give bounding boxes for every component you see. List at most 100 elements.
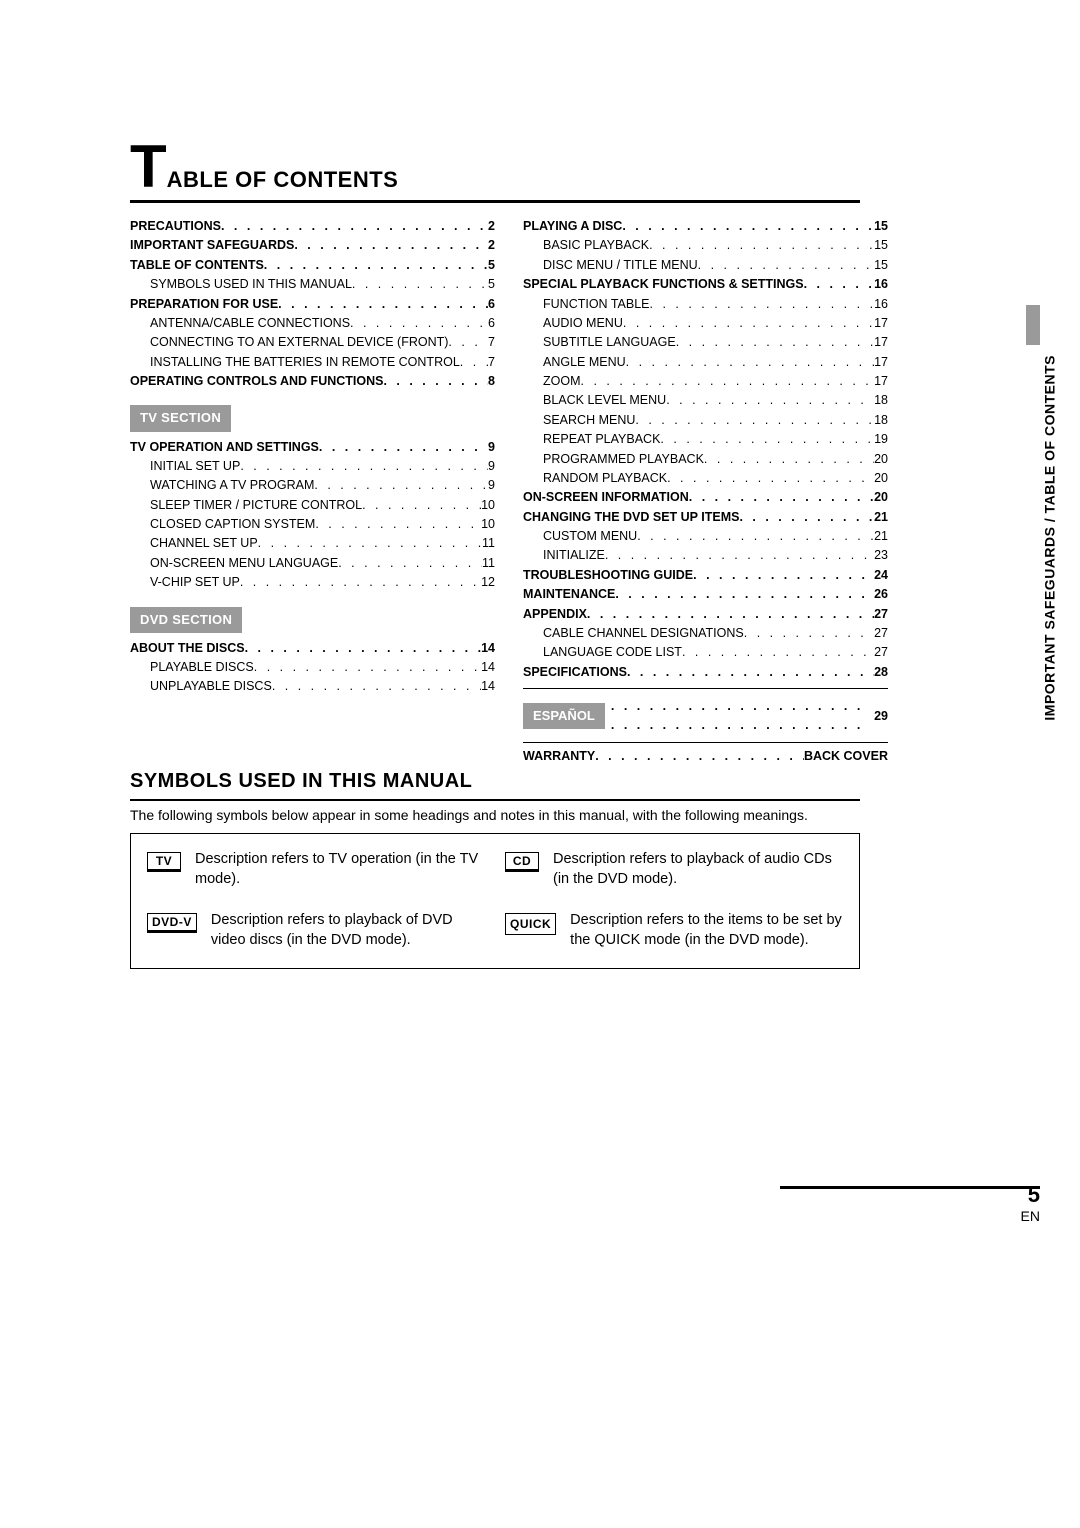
toc-dots	[660, 430, 874, 449]
toc-entry-main: OPERATING CONTROLS AND FUNCTIONS8	[130, 372, 495, 391]
toc-entry-sub: INITIAL SET UP9	[130, 457, 495, 476]
toc-separator	[523, 742, 888, 743]
toc-dots	[623, 314, 874, 333]
toc-page: 16	[874, 295, 888, 314]
toc-dots	[605, 546, 874, 565]
toc-dots	[278, 295, 488, 314]
toc-page: 20	[874, 469, 888, 488]
toc-entry-sub: SEARCH MENU 18	[523, 411, 888, 430]
toc-section-header: DVD SECTION	[130, 607, 242, 633]
toc-entry-sub: ANTENNA/CABLE CONNECTIONS6	[130, 314, 495, 333]
toc-dots	[704, 450, 874, 469]
toc-dots	[666, 391, 874, 410]
page-number-rule	[780, 1186, 1040, 1189]
toc-label: MAINTENANCE	[523, 585, 615, 604]
toc-entry-sub: LANGUAGE CODE LIST27	[523, 643, 888, 662]
toc-page: 28	[874, 663, 888, 682]
toc-page: 21	[874, 508, 888, 527]
toc-dots	[595, 747, 804, 766]
toc-entry-main: TV OPERATION AND SETTINGS9	[130, 438, 495, 457]
toc-dots	[682, 643, 874, 662]
symbol-text: Description refers to playback of audio …	[553, 850, 843, 889]
toc-entry-sub: REPEAT PLAYBACK19	[523, 430, 888, 449]
toc-entry-main: PLAYING A DISC 15	[523, 217, 888, 236]
toc-entry-main: SPECIFICATIONS28	[523, 663, 888, 682]
toc-dots	[698, 256, 874, 275]
toc-label: APPENDIX	[523, 605, 587, 624]
symbols-col: TVDescription refers to TV operation (in…	[147, 850, 485, 950]
toc-entry-sub: PLAYABLE DISCS14	[130, 658, 495, 677]
toc-entry-sub: SLEEP TIMER / PICTURE CONTROL10	[130, 496, 495, 515]
toc-dots	[294, 236, 488, 255]
toc-separator	[523, 688, 888, 689]
toc-page: 21	[874, 527, 888, 546]
toc-label: AUDIO MENU	[543, 314, 623, 333]
toc-label: ABOUT THE DISCS	[130, 639, 245, 658]
page-language: EN	[1021, 1208, 1040, 1224]
toc-label: WARRANTY	[523, 747, 595, 766]
toc-page: 18	[874, 411, 888, 430]
symbol-icon: CD	[505, 852, 539, 872]
toc-dots	[350, 314, 488, 333]
toc-page: 2	[488, 236, 495, 255]
toc-dots	[739, 508, 874, 527]
toc-label: CHANGING THE DVD SET UP ITEMS	[523, 508, 739, 527]
symbols-title: SYMBOLS USED IN THIS MANUAL	[130, 770, 860, 793]
symbols-section: SYMBOLS USED IN THIS MANUAL The followin…	[130, 770, 860, 969]
toc-dots	[676, 333, 874, 352]
toc-entry-main: APPENDIX 27	[523, 605, 888, 624]
toc-dots	[626, 353, 874, 372]
toc-page: 15	[874, 217, 888, 236]
toc-page: 14	[481, 677, 495, 696]
toc-label: SYMBOLS USED IN THIS MANUAL	[150, 275, 352, 294]
toc-page: 8	[488, 372, 495, 391]
toc-dots	[383, 372, 488, 391]
toc-dots	[622, 217, 874, 236]
toc-entry-sub: UNPLAYABLE DISCS14	[130, 677, 495, 696]
toc-dots	[240, 457, 488, 476]
toc-label: SPECIAL PLAYBACK FUNCTIONS & SETTINGS	[523, 275, 804, 294]
toc-entry-sub: BASIC PLAYBACK15	[523, 236, 888, 255]
toc-entry-main: WARRANTY BACK COVER	[523, 747, 888, 766]
toc-label: PLAYING A DISC	[523, 217, 622, 236]
symbol-text: Description refers to playback of DVD vi…	[211, 911, 485, 950]
toc-page: 29	[874, 707, 888, 726]
toc-dots	[319, 438, 488, 457]
toc-label: TROUBLESHOOTING GUIDE	[523, 566, 693, 585]
toc-dots	[221, 217, 488, 236]
toc-dots	[338, 554, 482, 573]
page-content: TABLE OF CONTENTS PRECAUTIONS2IMPORTANT …	[130, 140, 860, 766]
toc-entry-sub: WATCHING A TV PROGRAM9	[130, 476, 495, 495]
toc-entry-main: TROUBLESHOOTING GUIDE24	[523, 566, 888, 585]
toc-page: 12	[481, 573, 495, 592]
toc-section-header: ESPAÑOL	[523, 703, 605, 729]
symbol-item: TVDescription refers to TV operation (in…	[147, 850, 485, 889]
toc-page: BACK COVER	[804, 747, 888, 766]
toc-entry-sub: INITIALIZE23	[523, 546, 888, 565]
toc-dots	[264, 256, 488, 275]
toc-entry-sub: CONNECTING TO AN EXTERNAL DEVICE (FRONT)…	[130, 333, 495, 352]
toc-label: WATCHING A TV PROGRAM	[150, 476, 314, 495]
toc-label: REPEAT PLAYBACK	[543, 430, 660, 449]
toc-label: CUSTOM MENU	[543, 527, 637, 546]
symbol-text: Description refers to TV operation (in t…	[195, 850, 485, 889]
toc-label: CLOSED CAPTION SYSTEM	[150, 515, 315, 534]
toc-page: 15	[874, 236, 888, 255]
toc-page: 17	[874, 372, 888, 391]
toc-espanol-row: ESPAÑOL 29	[523, 697, 888, 736]
symbol-icon: DVD-V	[147, 913, 197, 933]
toc-label: CHANNEL SET UP	[150, 534, 258, 553]
toc-dots	[362, 496, 481, 515]
toc-dots	[667, 469, 874, 488]
toc-entry-main: PRECAUTIONS2	[130, 217, 495, 236]
toc-page: 5	[488, 256, 495, 275]
toc-page: 27	[874, 605, 888, 624]
toc-entry-sub: FUNCTION TABLE16	[523, 295, 888, 314]
toc-page: 7	[488, 333, 495, 352]
toc-label: ANTENNA/CABLE CONNECTIONS	[150, 314, 350, 333]
toc-label: SEARCH MENU	[543, 411, 635, 430]
side-tab-stub	[1026, 305, 1040, 345]
toc-entry-main: MAINTENANCE26	[523, 585, 888, 604]
toc-column-right: PLAYING A DISC15BASIC PLAYBACK15DISC MEN…	[523, 217, 888, 766]
symbol-icon: QUICK	[505, 913, 556, 935]
